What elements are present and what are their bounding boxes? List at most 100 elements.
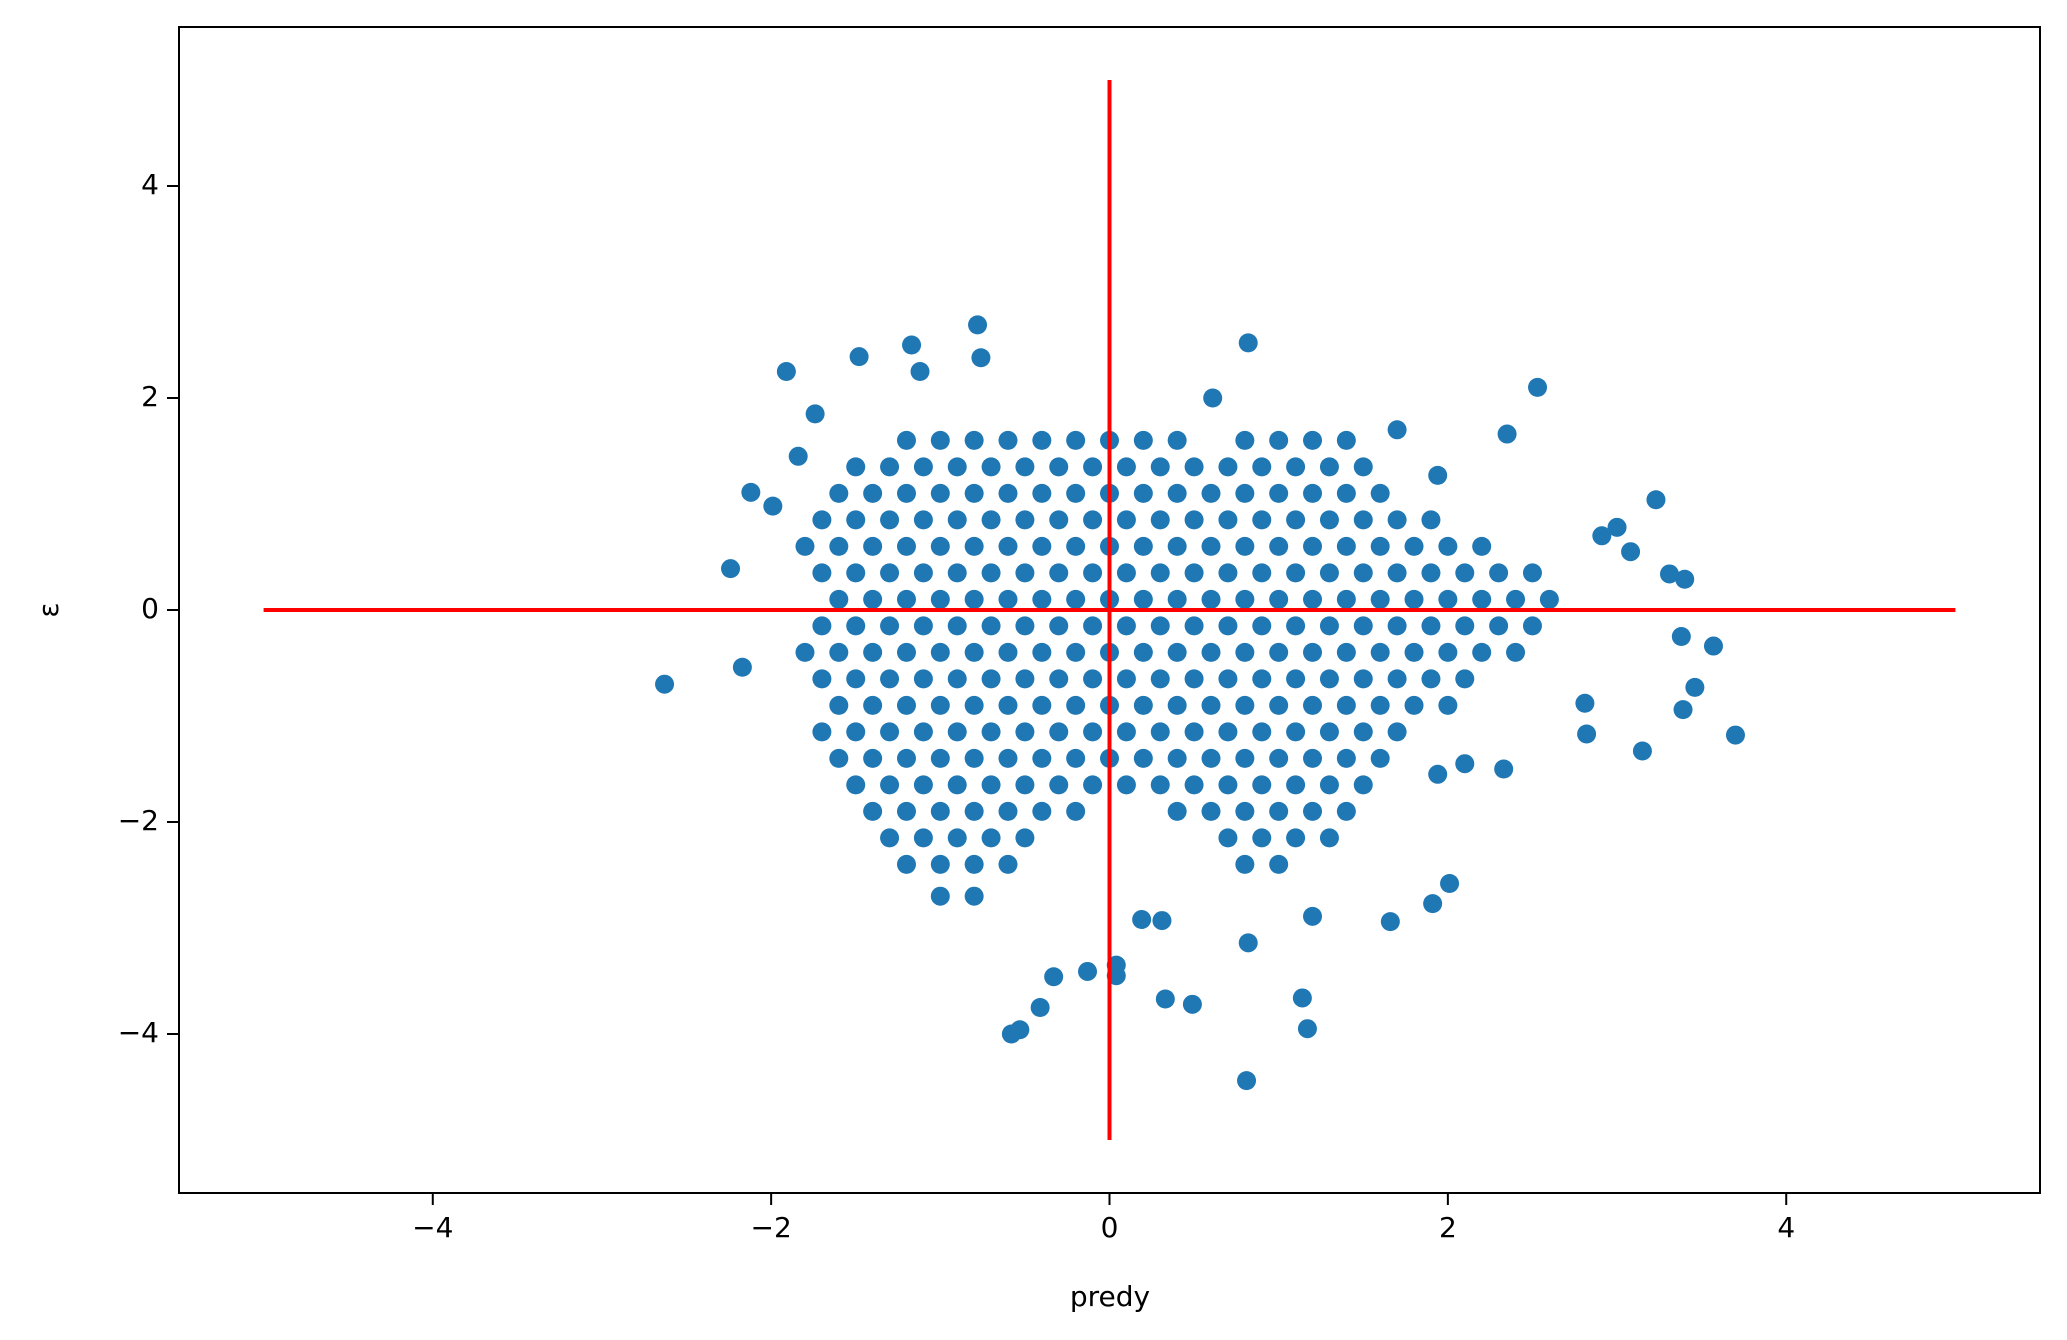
x-tick-label: −2	[750, 1211, 791, 1244]
point	[1592, 526, 1612, 546]
point	[1353, 669, 1373, 689]
point	[1116, 669, 1136, 689]
point	[1133, 748, 1153, 768]
point	[1472, 589, 1492, 609]
point	[947, 722, 967, 742]
point	[896, 801, 916, 821]
point	[1575, 693, 1595, 713]
y-tick-label: −4	[118, 1016, 159, 1049]
point	[829, 642, 849, 662]
point	[930, 483, 950, 503]
point	[1497, 424, 1517, 444]
point	[846, 775, 866, 795]
point	[805, 404, 825, 424]
point	[981, 828, 1001, 848]
point	[1083, 616, 1103, 636]
point	[981, 775, 1001, 795]
point	[910, 362, 930, 381]
point	[1201, 536, 1221, 556]
point	[1010, 1020, 1030, 1040]
point	[880, 510, 900, 530]
point	[1423, 894, 1443, 914]
point	[1167, 483, 1187, 503]
point	[913, 722, 933, 742]
point	[1015, 510, 1035, 530]
point	[1049, 563, 1069, 583]
point	[1167, 801, 1187, 821]
point	[1252, 669, 1272, 689]
point	[1150, 510, 1170, 530]
point	[1184, 563, 1204, 583]
point	[1252, 828, 1272, 848]
point	[1252, 775, 1272, 795]
point	[913, 775, 933, 795]
point	[947, 775, 967, 795]
point	[1133, 695, 1153, 715]
point	[998, 642, 1018, 662]
point	[1235, 430, 1255, 450]
point	[930, 748, 950, 768]
point	[849, 347, 869, 367]
point	[1370, 589, 1390, 609]
point	[1032, 642, 1052, 662]
point	[1494, 759, 1514, 779]
point	[1455, 616, 1475, 636]
point	[1015, 616, 1035, 636]
point	[1235, 748, 1255, 768]
point	[829, 695, 849, 715]
point	[964, 430, 984, 450]
point	[1150, 669, 1170, 689]
point	[1269, 854, 1289, 874]
point	[947, 457, 967, 477]
point	[812, 669, 832, 689]
point	[1506, 642, 1526, 662]
point	[1083, 775, 1103, 795]
point	[896, 642, 916, 662]
point	[1387, 420, 1407, 440]
point	[1150, 457, 1170, 477]
point	[1235, 536, 1255, 556]
point	[1319, 563, 1339, 583]
point	[1201, 589, 1221, 609]
point	[1201, 748, 1221, 768]
point	[1472, 642, 1492, 662]
point	[1387, 616, 1407, 636]
point	[981, 616, 1001, 636]
point	[1671, 627, 1691, 646]
point	[1286, 457, 1306, 477]
point	[1319, 775, 1339, 795]
point	[1577, 724, 1597, 744]
point	[1353, 616, 1373, 636]
point	[947, 616, 967, 636]
point	[981, 457, 1001, 477]
point	[1522, 563, 1542, 583]
point	[947, 828, 967, 848]
point	[1167, 695, 1187, 715]
point	[1303, 483, 1323, 503]
point	[1632, 741, 1652, 761]
point	[1032, 801, 1052, 821]
point	[829, 589, 849, 609]
point	[1015, 775, 1035, 795]
point	[1252, 722, 1272, 742]
point	[1303, 748, 1323, 768]
point	[1235, 483, 1255, 503]
point	[1292, 988, 1312, 1008]
point	[1621, 542, 1641, 562]
point	[1370, 483, 1390, 503]
point	[1319, 722, 1339, 742]
point	[1455, 754, 1475, 774]
point	[930, 430, 950, 450]
point	[1015, 722, 1035, 742]
point	[1387, 563, 1407, 583]
point	[1703, 636, 1723, 656]
point	[998, 695, 1018, 715]
point	[964, 536, 984, 556]
point	[1184, 510, 1204, 530]
point	[998, 801, 1018, 821]
point	[1539, 589, 1559, 609]
point	[1235, 589, 1255, 609]
point	[732, 657, 752, 677]
point	[947, 669, 967, 689]
point	[930, 695, 950, 715]
